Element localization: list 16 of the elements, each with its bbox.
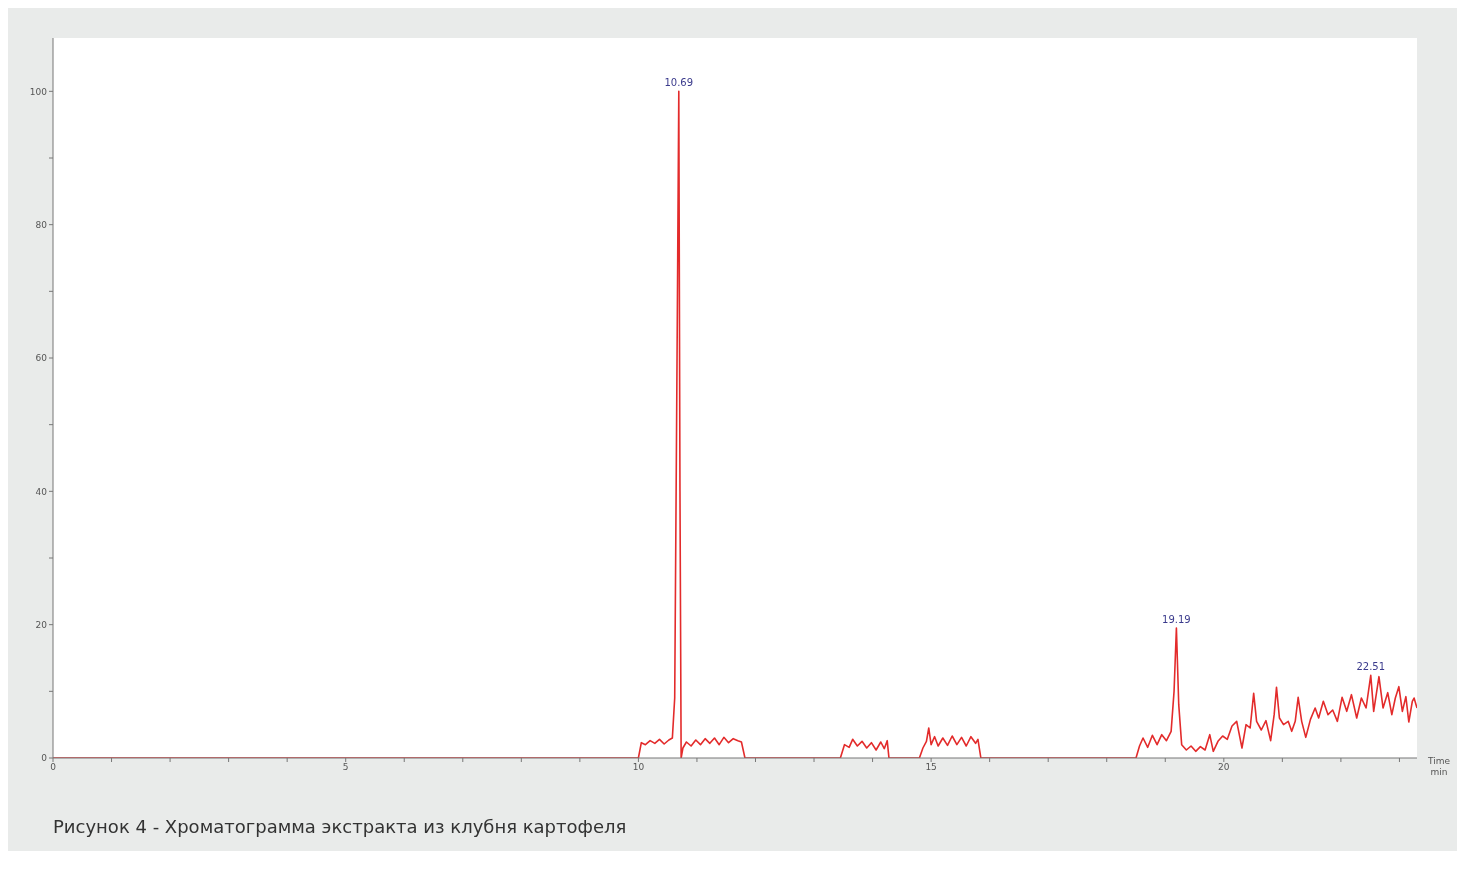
x-tick-label: 5 — [342, 762, 349, 773]
x-axis-title: Time min — [1426, 756, 1451, 777]
y-tick-label: 0 — [41, 753, 48, 764]
text: Рисунок 4 - Хроматограмма экстракта из клубня картофеля — [52, 815, 628, 839]
annotation: 22.51 — [1356, 661, 1386, 673]
annotation: 19.19 — [1162, 614, 1191, 625]
y-tick-label: 40 — [35, 486, 48, 497]
x-tick-label: 15 — [925, 762, 937, 773]
x-tick-label: 10 — [632, 762, 645, 773]
x-tick-label: 0 — [50, 762, 57, 773]
y-tick-label: 20 — [35, 619, 48, 630]
y-tick-label: 60 — [35, 353, 48, 364]
y-tick-label: 80 — [35, 219, 48, 230]
x-tick-label: 20 — [1218, 762, 1230, 773]
annotation: 10.69 — [664, 77, 694, 89]
y-tick-label: 100 — [29, 86, 48, 97]
